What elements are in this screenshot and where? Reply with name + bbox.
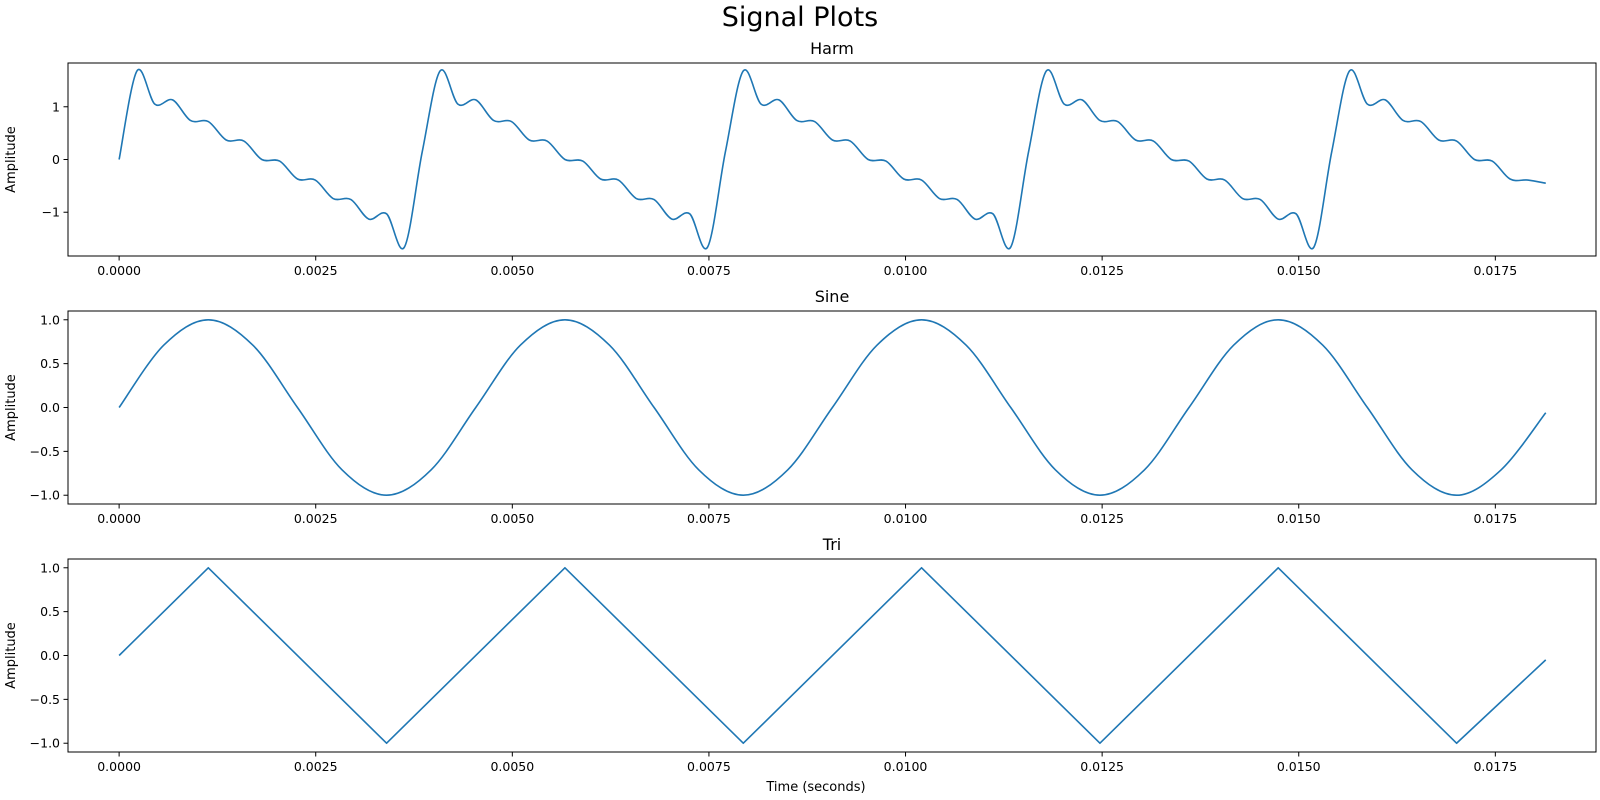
tri-y-tick-label: 0.0 xyxy=(40,648,60,663)
tri-plot-title: Tri xyxy=(822,535,841,554)
harm-x-tick-label: 0.0000 xyxy=(97,263,141,278)
tri-subplot: Tri 0.0000 0.0025 0.0050 0.0075 0.0100 0.0125 0… xyxy=(4,535,1597,774)
harm-subplot: Harm 0.0000 0.0025 0.0050 0.0075 0.0100 0.0125… xyxy=(4,39,1597,278)
harm-series-line xyxy=(118,68,1546,250)
sine-x-tick-label: 0.0000 xyxy=(97,511,141,526)
tri-x-tick-label: 0.0125 xyxy=(1080,759,1124,774)
sine-plot-title: Sine xyxy=(815,287,850,306)
sine-y-tick-label: 0.0 xyxy=(40,400,60,415)
sine-x-tick-label: 0.0100 xyxy=(884,511,928,526)
sine-x-tick-label: 0.0175 xyxy=(1473,511,1517,526)
sine-y-axis-label: Amplitude xyxy=(4,374,19,441)
tri-y-tick-label: −0.5 xyxy=(30,692,60,707)
harm-y-axis-label: Amplitude xyxy=(4,126,19,193)
tri-x-tick-label: 0.0025 xyxy=(294,759,338,774)
sine-x-tick-label: 0.0150 xyxy=(1277,511,1321,526)
tri-y-tick-label: −1.0 xyxy=(30,736,60,751)
tri-x-tick-label: 0.0150 xyxy=(1277,759,1321,774)
sine-subplot: Sine 0.0000 0.0025 0.0050 0.0075 0.0100 0.0125… xyxy=(4,287,1597,526)
harm-x-tick-label: 0.0100 xyxy=(884,263,928,278)
harm-x-tick-label: 0.0050 xyxy=(490,263,534,278)
sine-x-tick-label: 0.0050 xyxy=(490,511,534,526)
tri-y-tick-label: 1.0 xyxy=(40,560,60,575)
tri-y-axis-label: Amplitude xyxy=(4,622,19,689)
sine-y-tick-label: −1.0 xyxy=(30,488,60,503)
sine-x-tick-label: 0.0075 xyxy=(687,511,731,526)
harm-x-tick-label: 0.0150 xyxy=(1277,263,1321,278)
harm-y-tick-label: 0 xyxy=(52,152,60,167)
harm-y-tick-label: 1 xyxy=(52,99,60,114)
harm-x-tick-label: 0.0125 xyxy=(1080,263,1124,278)
tri-x-tick-label: 0.0000 xyxy=(97,759,141,774)
harm-y-tick-label: −1 xyxy=(42,205,60,220)
harm-x-tick-label: 0.0175 xyxy=(1473,263,1517,278)
sine-x-tick-label: 0.0025 xyxy=(294,511,338,526)
tri-x-tick-label: 0.0075 xyxy=(687,759,731,774)
sine-y-tick-label: −0.5 xyxy=(30,444,60,459)
tri-x-tick-label: 0.0050 xyxy=(490,759,534,774)
sine-y-tick-label: 1.0 xyxy=(40,312,60,327)
figure-x-axis-label: Time (seconds) xyxy=(765,780,865,795)
harm-x-tick-label: 0.0025 xyxy=(294,263,338,278)
sine-x-tick-label: 0.0125 xyxy=(1080,511,1124,526)
subplot-panels: Harm 0.0000 0.0025 0.0050 0.0075 0.0100 0.0125… xyxy=(4,39,1597,774)
tri-series-line xyxy=(118,566,1547,745)
tri-x-tick-label: 0.0175 xyxy=(1473,759,1517,774)
sine-series-line xyxy=(118,318,1547,497)
tri-x-tick-label: 0.0100 xyxy=(884,759,928,774)
tri-y-tick-label: 0.5 xyxy=(40,604,60,619)
harm-x-tick-label: 0.0075 xyxy=(687,263,731,278)
sine-y-tick-label: 0.5 xyxy=(40,356,60,371)
harm-plot-title: Harm xyxy=(810,39,854,58)
figure-title: Signal Plots xyxy=(722,2,878,33)
